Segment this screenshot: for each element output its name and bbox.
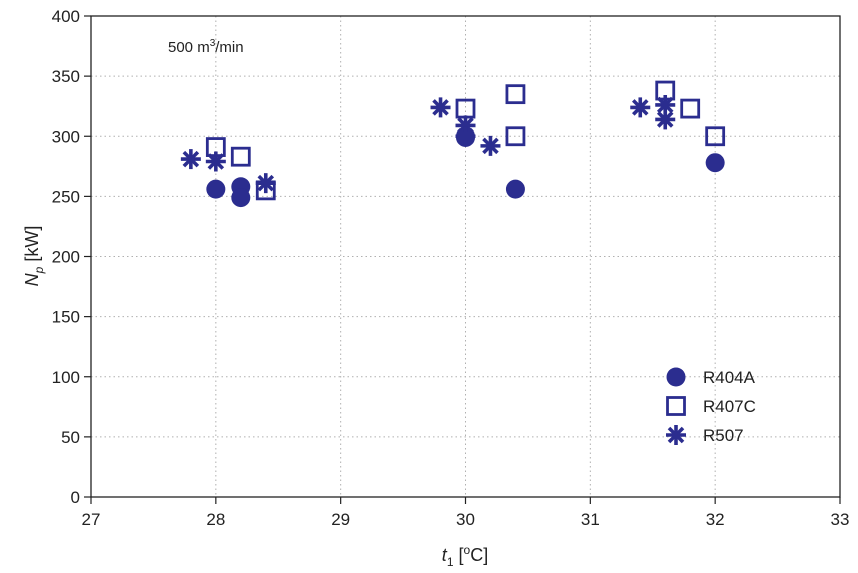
- data-markers: [180, 80, 726, 208]
- x-tick-label: 30: [456, 510, 475, 529]
- r507-point: [205, 151, 226, 172]
- y-tick-label: 300: [52, 127, 80, 146]
- y-tick-label: 100: [52, 368, 80, 387]
- y-tick-label: 50: [61, 428, 80, 447]
- r507-point: [480, 135, 501, 156]
- legend-label-r507: R507: [703, 426, 744, 445]
- r407c-point: [680, 98, 701, 119]
- r407c-point: [505, 126, 526, 147]
- legend-label-r404a: R404A: [703, 368, 756, 387]
- r507-point: [430, 97, 451, 118]
- axis-ticks: 27 28 29 30 31 32 33 0 50 100 150 200 250 300 350 400: [52, 7, 850, 529]
- r507-point: [630, 97, 651, 118]
- x-tick-label: 27: [82, 510, 101, 529]
- x-tick-label: 32: [706, 510, 725, 529]
- x-tick-label: 31: [581, 510, 600, 529]
- y-tick-label: 250: [52, 187, 80, 206]
- grid-lines: [91, 16, 840, 497]
- x-tick-label: 29: [331, 510, 350, 529]
- legend-marker-r407c: [666, 396, 686, 416]
- x-tick-label: 33: [831, 510, 850, 529]
- r507-point: [255, 173, 276, 194]
- r404a-point: [705, 153, 725, 173]
- y-axis-title: Np [kW]: [22, 226, 46, 287]
- y-tick-label: 150: [52, 308, 80, 327]
- r407c-point: [705, 126, 726, 147]
- y-tick-label: 350: [52, 67, 80, 86]
- r507-point: [180, 149, 201, 170]
- legend-label-r407c: R407C: [703, 397, 756, 416]
- r407c-point: [505, 84, 526, 105]
- r404a-point: [206, 179, 226, 199]
- y-tick-label: 400: [52, 7, 80, 26]
- y-tick-label: 0: [71, 488, 80, 507]
- r507-point: [455, 126, 476, 147]
- annotation-flow-rate: 500 m3/min: [168, 38, 244, 56]
- r404a-point: [231, 188, 251, 208]
- r407c-point: [230, 146, 251, 167]
- r507-point: [655, 109, 676, 130]
- x-axis-title: t1 [oC]: [442, 543, 488, 569]
- legend-marker-r404a: [666, 367, 686, 387]
- r404a-point: [505, 179, 525, 199]
- y-tick-label: 200: [52, 248, 80, 267]
- legend-marker-r507: [666, 425, 686, 445]
- x-tick-label: 28: [206, 510, 225, 529]
- legend: R404A R407C R507: [666, 367, 756, 445]
